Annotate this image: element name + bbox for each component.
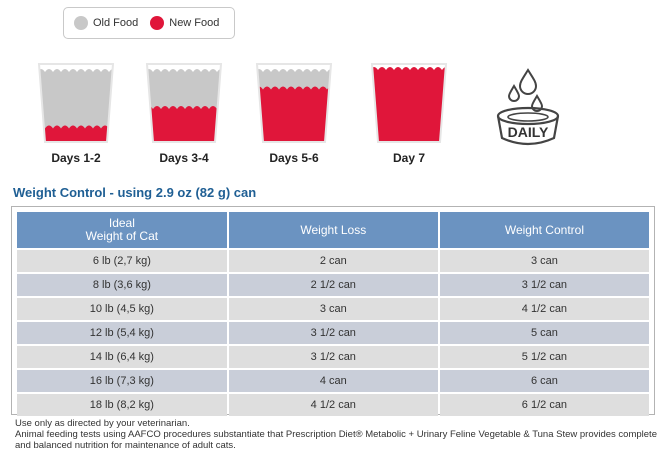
old-food-swatch bbox=[74, 16, 88, 30]
cup-outline bbox=[37, 63, 115, 143]
header-ideal-weight-line: Ideal bbox=[108, 216, 135, 230]
daily-text: DAILY bbox=[508, 124, 549, 140]
cell-ideal-weight: 10 lb (4,5 kg) bbox=[17, 298, 227, 320]
footnote-directions: Use only as directed by your veterinaria… bbox=[15, 418, 190, 429]
daily-bowl-icon: DAILY bbox=[492, 68, 564, 152]
cell-weight-control: 5 can bbox=[439, 322, 649, 344]
cell-weight-control: 3 1/2 can bbox=[439, 274, 649, 296]
old-food-fill bbox=[39, 69, 113, 142]
cup-outline bbox=[255, 63, 333, 143]
cell-weight-control: 4 1/2 can bbox=[439, 298, 649, 320]
cell-ideal-weight: 8 lb (3,6 kg) bbox=[17, 274, 227, 296]
header-ideal-weight: Ideal Weight of Cat bbox=[17, 212, 227, 248]
footnote-aafco: Animal feeding tests using AAFCO procedu… bbox=[15, 429, 657, 451]
page-title: Weight Control - using 2.9 oz (82 g) can bbox=[13, 185, 257, 200]
footnotes: Use only as directed by your veterinaria… bbox=[15, 418, 665, 451]
cell-weight-control: 6 1/2 can bbox=[439, 394, 649, 416]
new-food-fill bbox=[147, 106, 221, 142]
cup-outline bbox=[370, 63, 448, 143]
table-header-row: Ideal Weight of Cat Weight Loss Weight Co… bbox=[17, 212, 649, 248]
cup-label-days-1-2: Days 1-2 bbox=[51, 151, 101, 165]
cell-weight-control: 3 can bbox=[439, 250, 649, 272]
legend-entry-new-food: New Food bbox=[150, 16, 219, 30]
table-row: 8 lb (3,6 kg) 2 1/2 can 3 1/2 can bbox=[17, 274, 649, 296]
table-row: 12 lb (5,4 kg) 3 1/2 can 5 can bbox=[17, 322, 649, 344]
header-ideal-weight-line: Weight of Cat bbox=[85, 229, 159, 243]
cell-ideal-weight: 14 lb (6,4 kg) bbox=[17, 346, 227, 368]
cell-weight-loss: 3 1/2 can bbox=[228, 346, 438, 368]
food-legend: Old Food New Food bbox=[63, 7, 235, 39]
new-food-fill bbox=[39, 125, 113, 142]
cell-weight-loss: 4 1/2 can bbox=[228, 394, 438, 416]
cell-weight-loss: 2 can bbox=[228, 250, 438, 272]
table-body: 6 lb (2,7 kg) 2 can 3 can 8 lb (3,6 kg) 2 1/… bbox=[17, 250, 649, 416]
cell-weight-loss: 2 1/2 can bbox=[228, 274, 438, 296]
cup-days-5-6 bbox=[255, 58, 333, 146]
cell-ideal-weight: 12 lb (5,4 kg) bbox=[17, 322, 227, 344]
header-weight-control: Weight Control bbox=[439, 212, 649, 248]
cup-days-1-2 bbox=[37, 58, 115, 146]
table-row: 14 lb (6,4 kg) 3 1/2 can 5 1/2 can bbox=[17, 346, 649, 368]
feeding-table: Ideal Weight of Cat Weight Loss Weight Co… bbox=[15, 210, 651, 418]
new-food-fill bbox=[257, 86, 331, 142]
cell-ideal-weight: 18 lb (8,2 kg) bbox=[17, 394, 227, 416]
cup-days-3-4 bbox=[145, 58, 223, 146]
feeding-table-frame: Ideal Weight of Cat Weight Loss Weight Co… bbox=[11, 206, 655, 418]
cell-weight-loss: 3 1/2 can bbox=[228, 322, 438, 344]
cup-outline bbox=[145, 63, 223, 143]
cup-label-days-5-6: Days 5-6 bbox=[269, 151, 319, 165]
legend-label-old-food: Old Food bbox=[93, 17, 139, 29]
legend-label-new-food: New Food bbox=[169, 17, 220, 29]
cell-ideal-weight: 6 lb (2,7 kg) bbox=[17, 250, 227, 272]
header-weight-loss: Weight Loss bbox=[228, 212, 438, 248]
cup-label-day-7: Day 7 bbox=[392, 151, 426, 165]
cup-day-7 bbox=[370, 58, 448, 146]
cell-weight-control: 6 can bbox=[439, 370, 649, 392]
table-row: 10 lb (4,5 kg) 3 can 4 1/2 can bbox=[17, 298, 649, 320]
table-row: 18 lb (8,2 kg) 4 1/2 can 6 1/2 can bbox=[17, 394, 649, 416]
cell-ideal-weight: 16 lb (7,3 kg) bbox=[17, 370, 227, 392]
table-row: 6 lb (2,7 kg) 2 can 3 can bbox=[17, 250, 649, 272]
new-food-swatch bbox=[150, 16, 165, 30]
cup-label-days-3-4: Days 3-4 bbox=[159, 151, 209, 165]
legend-entry-old-food: Old Food bbox=[74, 16, 138, 30]
cell-weight-control: 5 1/2 can bbox=[439, 346, 649, 368]
table-row: 16 lb (7,3 kg) 4 can 6 can bbox=[17, 370, 649, 392]
new-food-fill bbox=[372, 67, 446, 142]
cell-weight-loss: 4 can bbox=[228, 370, 438, 392]
cell-weight-loss: 3 can bbox=[228, 298, 438, 320]
